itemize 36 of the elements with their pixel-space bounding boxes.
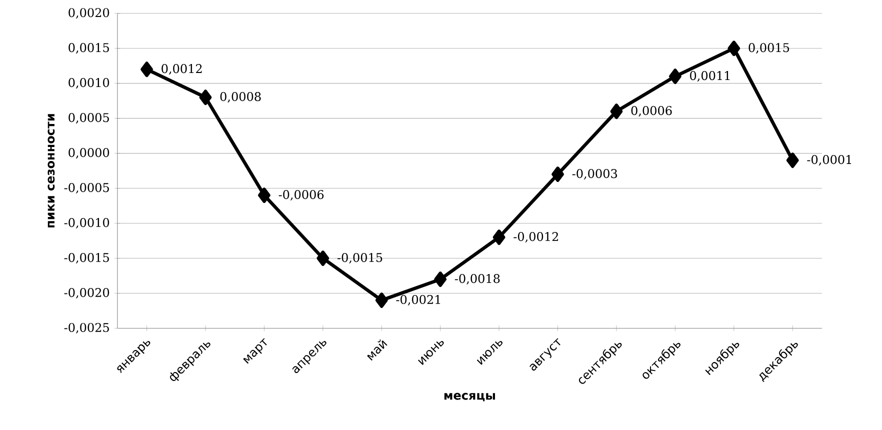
y-tick-label: -0,0025 [64, 323, 109, 334]
point [610, 104, 623, 120]
y-tick-label: -0,0020 [64, 288, 110, 299]
point [199, 90, 212, 106]
data-label: 0,0011 [690, 71, 730, 82]
y-tick-label: 0,0000 [68, 148, 110, 159]
y-tick-label: -0,0010 [64, 218, 110, 229]
data-label: -0,0006 [278, 190, 324, 201]
data-label: -0,0001 [807, 155, 852, 166]
point [375, 292, 388, 308]
point [786, 152, 799, 168]
point [552, 166, 564, 182]
point [316, 250, 330, 266]
point [140, 62, 153, 78]
data-label: 0,0015 [748, 43, 790, 54]
x-axis-title: месяцы [444, 393, 495, 402]
point [434, 272, 447, 288]
data-label: 0,0008 [220, 92, 261, 103]
data-label: -0,0015 [337, 253, 382, 264]
y-tick-label: 0,0005 [68, 113, 109, 124]
data-label: -0,0012 [514, 232, 558, 243]
y-axis-title: пики сезонности [48, 114, 55, 228]
y-tick-label: 0,0015 [68, 43, 109, 54]
data-label: 0,0012 [162, 64, 202, 75]
point [669, 68, 682, 84]
y-tick-label: -0,0005 [64, 183, 109, 194]
data-label: 0,0006 [631, 106, 672, 117]
y-tick-label: -0,0015 [64, 253, 109, 264]
data-label: -0,0003 [572, 169, 617, 180]
y-tick-label: 0,0010 [68, 78, 110, 89]
point [258, 188, 270, 204]
data-label: -0,0021 [396, 295, 440, 306]
point [492, 230, 506, 246]
point [728, 40, 740, 56]
y-tick-label: 0,0020 [68, 8, 110, 19]
data-label: -0,0018 [454, 274, 500, 285]
